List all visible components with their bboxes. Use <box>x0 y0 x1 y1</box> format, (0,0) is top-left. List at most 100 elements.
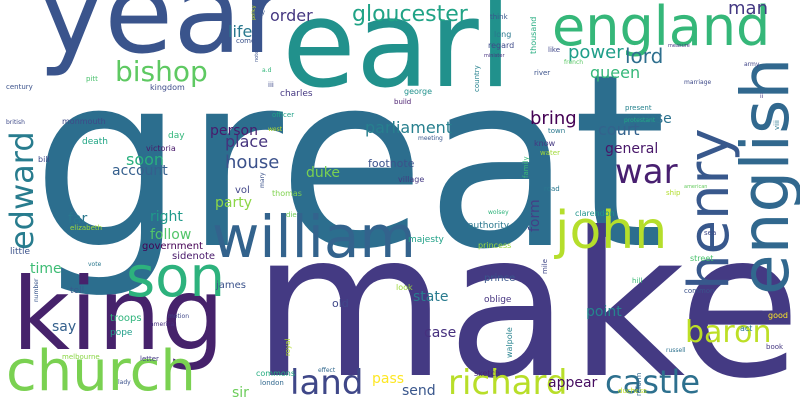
word-order: order <box>270 6 313 25</box>
word-john: john <box>555 201 668 261</box>
word-know: know <box>534 139 556 148</box>
word-say: say <box>52 319 77 335</box>
word-pope: pope <box>110 328 133 338</box>
word-bishop: bishop <box>115 55 208 88</box>
word-good: good <box>768 311 788 320</box>
word-footnote: footnote <box>368 157 415 170</box>
word-person: person <box>210 123 258 139</box>
word-duke: duke <box>306 165 340 181</box>
word-country: country <box>473 65 481 92</box>
word-a.d: a.d <box>262 67 272 74</box>
word-form: form <box>527 199 543 232</box>
word-thomas: thomas <box>272 189 302 198</box>
word-place: place <box>225 132 269 151</box>
word-british: british <box>6 119 25 126</box>
word-lord: lord <box>625 44 664 68</box>
word-land: land <box>290 363 364 400</box>
word-present: present <box>625 104 652 112</box>
word-book: book <box>766 343 784 351</box>
word-authority: authority <box>468 221 510 231</box>
word-die: die <box>286 211 297 219</box>
word-queen: queen <box>590 63 641 82</box>
word-monmouth: monmouth <box>62 117 106 126</box>
word-henry: henry <box>677 128 742 290</box>
word-church: church <box>6 339 196 400</box>
word-ship: ship <box>666 189 681 197</box>
word-number: number <box>33 278 40 302</box>
word-royal: royal <box>284 338 292 356</box>
word-william: william <box>212 203 416 271</box>
word-general: general <box>605 141 659 157</box>
word-pitt: pitt <box>86 75 98 83</box>
word-hill: hill <box>632 277 643 285</box>
word-meeting: meeting <box>418 135 443 142</box>
word-long: long <box>494 30 512 39</box>
word-appear: appear <box>548 375 598 391</box>
word-sir: sir <box>232 385 249 400</box>
word-court: court <box>598 120 640 139</box>
word-state: state <box>413 289 449 305</box>
word-life: life <box>228 22 253 41</box>
word-elizabeth: elizabeth <box>70 224 103 232</box>
word-marriage: marriage <box>684 79 712 86</box>
word-water: water <box>540 149 560 157</box>
word-point: point <box>586 304 622 320</box>
word-viii: viii <box>773 120 781 130</box>
word-bill: bill <box>38 155 50 164</box>
word-village: village <box>398 175 425 184</box>
word-officer: officer <box>272 111 295 119</box>
word-vol: vol <box>235 185 250 196</box>
word-protestant: protestant <box>624 117 656 124</box>
word-man: man <box>728 0 768 19</box>
word-lady: lady <box>118 379 131 386</box>
word-west: west <box>268 126 283 133</box>
word-account: account <box>112 163 168 179</box>
word-day: day <box>168 131 185 141</box>
word-america: america <box>150 321 175 328</box>
word-gloucester: gloucester <box>352 2 468 27</box>
word-george: george <box>404 87 433 96</box>
word-letter: letter <box>140 355 159 363</box>
word-tell: tell <box>70 286 85 296</box>
word-walpole: walpole <box>505 327 514 358</box>
word-follow: follow <box>150 227 192 243</box>
word-english: english <box>727 57 800 295</box>
word-prince: prince <box>484 273 516 284</box>
word-right: right <box>150 209 183 225</box>
word-come: come <box>236 37 256 45</box>
word-reform: reform <box>635 372 643 396</box>
word-bring: bring <box>530 108 577 129</box>
word-wolsey: wolsey <box>488 209 509 216</box>
word-think: think <box>490 13 508 21</box>
word-street: street <box>690 254 714 263</box>
word-melbourne: melbourne <box>62 353 100 361</box>
word-war: war <box>615 152 678 192</box>
word-sea: sea <box>704 229 717 237</box>
word-victoria: victoria <box>146 144 176 153</box>
word-james: james <box>216 280 247 291</box>
word-oblige: oblige <box>484 295 512 305</box>
word-mile: mile <box>541 258 549 274</box>
word-edward: edward <box>3 131 41 250</box>
word-sketch: sketch <box>474 369 501 378</box>
word-russell: russell <box>666 347 686 354</box>
word-princess: princess <box>478 241 512 250</box>
word-note: note <box>254 50 260 62</box>
word-sidenote: sidenote <box>172 251 216 262</box>
word-minister: minister <box>484 53 505 59</box>
word-year: year <box>38 0 288 79</box>
word-death: death <box>82 137 108 147</box>
word-regard: regard <box>488 41 515 50</box>
word-duchess: duchess <box>618 387 647 395</box>
word-effect: effect <box>318 367 336 374</box>
word-power: power <box>568 42 624 63</box>
word-make: make <box>252 190 800 400</box>
word-american: american <box>684 184 708 190</box>
word-richard: richard <box>448 363 568 400</box>
word-little: little <box>10 247 31 257</box>
word-river: river <box>534 69 551 77</box>
word-vote: vote <box>88 261 102 268</box>
word-build: build <box>394 98 412 106</box>
word-army: army <box>744 61 760 68</box>
